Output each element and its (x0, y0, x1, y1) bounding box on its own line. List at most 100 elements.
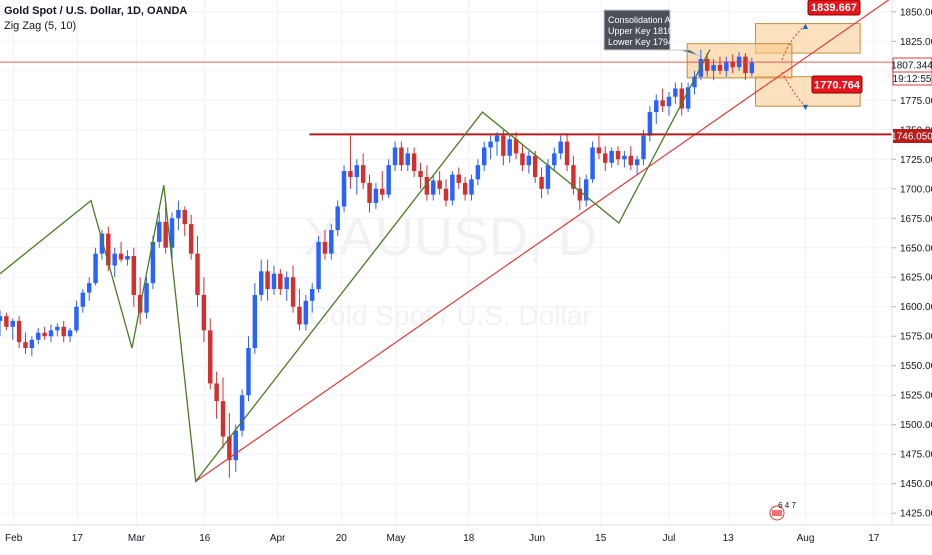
candle-body (201, 294, 207, 331)
target-up-label[interactable]: 1839.667 (807, 0, 861, 16)
candle-body (564, 141, 570, 166)
uptrend-line (195, 0, 890, 482)
candle-body (424, 176, 430, 195)
candle-body (233, 430, 238, 461)
candle-body (284, 277, 289, 290)
x-tick-label: Jul (663, 533, 676, 544)
watermark-symbol: XAUUSD, D (303, 207, 597, 267)
current-price-label: 1807.344 19:12:55 (891, 57, 932, 86)
countdown-text: 19:12:55 (893, 74, 932, 85)
x-tick-label: Mar (128, 533, 146, 544)
candle-body (660, 100, 665, 107)
candle-body (271, 273, 277, 290)
candle-body (577, 188, 583, 201)
candle-body (86, 283, 92, 293)
callout-line-1: Consolidation Area (608, 15, 684, 25)
candle-body (450, 174, 455, 201)
symbol-title[interactable]: Gold Spot / U.S. Dollar, 1D, OANDA (4, 5, 188, 17)
y-tick-label: 1850.000 (900, 7, 932, 18)
candle-body (596, 147, 602, 154)
price-axis[interactable]: 1425.000 1450.000 1475.000 1500.000 1525.000… (892, 7, 932, 520)
candle-body (704, 58, 710, 71)
candle-body (405, 153, 411, 166)
candle-body (647, 112, 653, 136)
x-tick-label: Jun (529, 533, 545, 544)
candle-body (169, 218, 175, 248)
candle-body (609, 151, 614, 163)
candle-body (80, 292, 86, 307)
candle-body (552, 153, 557, 166)
lines-layer (0, 0, 892, 483)
candle-body (717, 64, 723, 71)
y-tick-label: 1775.000 (900, 96, 932, 107)
y-tick-label: 1675.000 (900, 214, 932, 225)
candle-body (29, 339, 35, 349)
candle-body (316, 241, 321, 290)
candle-body (278, 273, 283, 290)
event-badge[interactable]: 6 4 7 (769, 501, 796, 521)
arrow-head-down: ▼ (801, 102, 810, 112)
candle-body (208, 330, 213, 384)
candle-body (360, 165, 366, 183)
event-badge-count: 6 4 7 (778, 501, 796, 510)
candle-body (583, 179, 589, 201)
candle-body (622, 155, 627, 160)
candle-body (125, 256, 130, 260)
candle-body (501, 135, 506, 156)
candles-layer (0, 49, 755, 478)
candle-body (265, 271, 270, 290)
candle-body (692, 76, 697, 88)
target-down-label[interactable]: 1770.764 (811, 75, 863, 94)
x-tick-label: Aug (797, 533, 815, 544)
candle-body (48, 330, 54, 337)
candle-body (220, 401, 226, 437)
candle-body (532, 155, 538, 177)
candle-body (628, 155, 634, 166)
candle-body (4, 316, 9, 327)
candle-body (23, 342, 28, 349)
arrow-head-up: ▲ (801, 21, 810, 31)
projection-arrow-up (781, 25, 806, 61)
indicator-label[interactable]: Zig Zag (5, 10) (4, 20, 77, 32)
candle-body (214, 383, 219, 402)
x-tick-label: Apr (270, 533, 286, 544)
candle-body (545, 165, 551, 189)
candle-body (163, 221, 168, 248)
y-tick-label: 1525.000 (900, 391, 932, 402)
y-tick-label: 1725.000 (900, 155, 932, 166)
candle-body (74, 306, 79, 331)
candle-body (666, 96, 672, 107)
x-tick-label: 15 (595, 533, 607, 544)
target-up-text: 1839.667 (811, 2, 857, 14)
candle-body (443, 188, 449, 201)
candle-body (144, 283, 149, 313)
x-tick-label: 16 (199, 533, 211, 544)
candle-body (507, 139, 512, 156)
callout-line-2: Upper Key 1810 (608, 26, 673, 36)
candle-body (322, 241, 328, 254)
consolidation-callout[interactable]: Consolidation Area Upper Key 1810 Lower … (603, 9, 701, 57)
candle-body (61, 326, 66, 337)
support-price-label: 1746.050 (891, 129, 932, 143)
candle-body (392, 147, 398, 166)
candle-body (685, 87, 691, 109)
candle-body (188, 224, 194, 254)
candle-body (246, 348, 251, 396)
candle-body (182, 210, 188, 225)
candle-body (724, 61, 729, 71)
candle-body (227, 436, 232, 461)
time-axis[interactable]: Feb 17 Mar 16 Apr 20 May 18 Jun 15 Jul 13 Aug 17 (5, 533, 880, 544)
y-tick-label: 1575.000 (900, 332, 932, 343)
candle-body (150, 241, 156, 284)
legend: Gold Spot / U.S. Dollar, 1D, OANDA Zig Z… (4, 4, 187, 34)
y-tick-label: 1550.000 (900, 361, 932, 372)
x-tick-label: 17 (868, 533, 880, 544)
candle-body (571, 165, 576, 189)
projection-arrow-down (781, 71, 806, 107)
candle-body (641, 135, 646, 160)
candle-body (431, 180, 436, 195)
candle-body (106, 233, 111, 266)
candle-body (157, 221, 162, 242)
